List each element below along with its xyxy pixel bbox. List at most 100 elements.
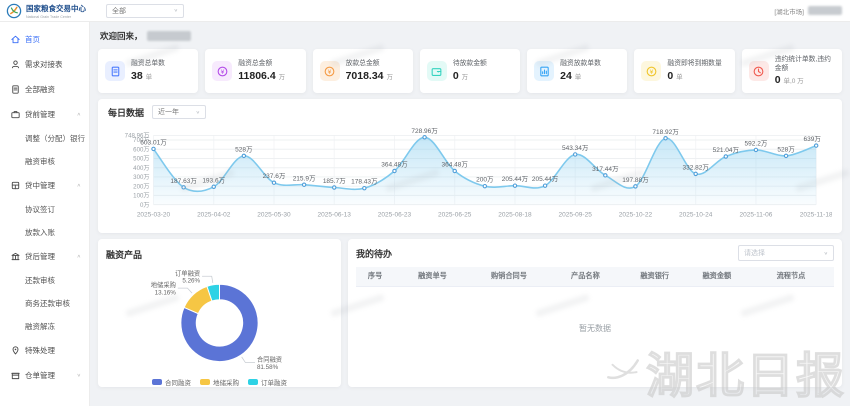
svg-text:178.43万: 178.43万 xyxy=(351,178,378,186)
svg-text:639万: 639万 xyxy=(804,135,822,143)
svg-text:592.2万: 592.2万 xyxy=(745,139,768,147)
sidebar-item-label: 首页 xyxy=(25,35,40,44)
bank-icon xyxy=(11,252,20,261)
svg-text:2025-05-30: 2025-05-30 xyxy=(257,212,291,219)
stat-value: 0 xyxy=(452,69,459,82)
redacted-username[interactable] xyxy=(808,6,842,15)
main-content: 欢迎回来， 融资总单数 38 单 ¥ 融资总金额 11806.4 万 ¥ 放款总金额 7018… xyxy=(90,22,850,406)
sidebar-item-5[interactable]: 融资审核 xyxy=(0,150,89,173)
grain-logo-icon xyxy=(6,3,22,18)
stat-unit: 万 xyxy=(386,73,393,81)
stat-label: 融资总金额 xyxy=(238,60,273,68)
todo-card: 我的待办 请选择 ∨ 序号 融资单号 购销合同号 产品名称 融资银行 融资金额 流程节点 暂… xyxy=(348,239,842,387)
document-icon xyxy=(111,66,119,76)
sidebar-item-label: 商务还款审核 xyxy=(25,299,70,308)
svg-text:2025-06-25: 2025-06-25 xyxy=(438,212,472,219)
sidebar-item-label: 贷前管理 xyxy=(25,110,55,119)
legend-item-0[interactable]: 合同融资 xyxy=(152,377,191,387)
sidebar-item-label: 还款审核 xyxy=(25,276,55,285)
svg-text:2025-11-18: 2025-11-18 xyxy=(800,212,832,219)
sidebar-item-label: 贷中管理 xyxy=(25,181,55,190)
svg-text:718.92万: 718.92万 xyxy=(652,128,679,136)
sidebar-item-2[interactable]: 全部融资 xyxy=(0,77,89,102)
stat-unit: 单,0 万 xyxy=(783,77,804,85)
sidebar-item-13[interactable]: 特殊处理 xyxy=(0,338,89,363)
svg-text:317.44万: 317.44万 xyxy=(592,165,619,173)
scope-select[interactable]: 全部 ∨ xyxy=(106,3,184,18)
welcome-row: 欢迎回来， xyxy=(100,30,850,42)
stat-label: 融资即将到期数量 xyxy=(667,60,722,68)
sidebar-item-1[interactable]: 需求对接表 xyxy=(0,52,89,77)
sidebar-item-label: 贷后管理 xyxy=(25,252,55,261)
document-icon xyxy=(12,85,19,94)
sidebar-item-12[interactable]: 融资解冻 xyxy=(0,315,89,338)
svg-text:200万: 200万 xyxy=(476,176,494,184)
stat-value: 0 xyxy=(774,73,781,86)
stat-unit: 单 xyxy=(574,73,582,81)
sidebar-item-9[interactable]: 贷后管理 ∧ xyxy=(0,244,89,269)
chart-icon xyxy=(539,66,549,76)
legend-item-2[interactable]: 订单融资 xyxy=(248,377,287,387)
svg-text:2025-09-25: 2025-09-25 xyxy=(559,212,593,219)
legend-label: 地储采购 xyxy=(213,380,239,387)
sidebar-item-label: 仓单管理 xyxy=(25,371,55,380)
stats-row: 融资总单数 38 单 ¥ 融资总金额 11806.4 万 ¥ 放款总金额 7018.34 万待… xyxy=(98,49,842,93)
sidebar-item-14[interactable]: 仓单管理 ∨ xyxy=(0,363,89,388)
user-icon xyxy=(11,60,20,69)
sidebar-item-11[interactable]: 商务还款审核 xyxy=(0,292,89,315)
todo-col-1: 融资单号 xyxy=(394,267,471,287)
redacted-username xyxy=(146,31,191,41)
svg-text:332.82万: 332.82万 xyxy=(682,163,709,171)
sidebar-item-6[interactable]: 贷中管理 ∧ xyxy=(0,173,89,198)
svg-text:215.9万: 215.9万 xyxy=(293,174,316,182)
chevron-up-icon: ∧ xyxy=(76,183,81,189)
svg-text:81.58%: 81.58% xyxy=(257,364,279,371)
chevron-down-icon: ∨ xyxy=(173,8,178,13)
svg-text:¥: ¥ xyxy=(650,69,654,75)
svg-text:2025-03-20: 2025-03-20 xyxy=(137,212,171,219)
svg-text:603.01万: 603.01万 xyxy=(140,138,167,146)
svg-text:748.96万: 748.96万 xyxy=(125,133,150,140)
svg-text:185.7万: 185.7万 xyxy=(323,177,346,185)
legend-label: 合同融资 xyxy=(165,380,191,387)
svg-text:0万: 0万 xyxy=(140,202,150,209)
svg-text:2025-10-22: 2025-10-22 xyxy=(619,212,653,219)
svg-text:600万: 600万 xyxy=(133,146,149,153)
svg-text:¥: ¥ xyxy=(328,69,332,75)
todo-col-4: 融资银行 xyxy=(623,267,686,287)
stat-value: 11806.4 xyxy=(238,69,276,82)
sidebar-item-label: 协议签订 xyxy=(25,205,55,214)
daily-line-chart[interactable]: 2025-03-20 2025-04-02 2025-05-30 2025-06-13… xyxy=(108,119,832,231)
todo-table: 序号 融资单号 购销合同号 产品名称 融资银行 融资金额 流程节点 xyxy=(356,267,834,287)
stat-value: 0 xyxy=(667,69,674,82)
stat-card-4: 融资放款单数 24 单 xyxy=(527,49,628,93)
sidebar-item-3[interactable]: 贷前管理 ∧ xyxy=(0,102,89,127)
stat-card-2: ¥ 放款总金额 7018.34 万 xyxy=(312,49,413,93)
todo-filter-select[interactable]: 请选择 ∨ xyxy=(738,245,834,261)
money-icon: ¥ xyxy=(217,66,228,76)
pin-icon xyxy=(12,346,19,355)
sidebar-item-8[interactable]: 放款入账 xyxy=(0,221,89,244)
sidebar-item-7[interactable]: 协议签订 xyxy=(0,198,89,221)
stat-card-3: 待放款金额 0 万 xyxy=(419,49,521,93)
app-logo: 国家粮食交易中心 National Grain Trade Center xyxy=(0,3,96,19)
svg-text:521.04万: 521.04万 xyxy=(713,146,740,154)
stat-label: 融资放款单数 xyxy=(560,60,601,68)
legend-item-1[interactable]: 地储采购 xyxy=(200,377,239,387)
sidebar-item-0[interactable]: 首页 xyxy=(0,27,89,52)
stat-unit: 单 xyxy=(145,73,153,81)
stat-card-0: 融资总单数 38 单 xyxy=(98,49,199,93)
daily-data-card: 每日数据 近一年 ∨ 2025-03-20 2025-04-02 2025-05-3… xyxy=(98,99,842,233)
layers-icon xyxy=(11,181,20,190)
stat-unit: 万 xyxy=(278,73,286,81)
empty-state: 暂无数据 xyxy=(579,324,611,333)
date-range-select[interactable]: 近一年 ∨ xyxy=(152,105,207,119)
logo-subtitle: National Grain Trade Center xyxy=(26,13,72,19)
sidebar-item-label: 融资审核 xyxy=(25,157,55,166)
svg-text:187.63万: 187.63万 xyxy=(170,177,197,185)
briefcase-icon xyxy=(11,111,20,119)
sidebar-item-4[interactable]: 调整（分配）银行 xyxy=(0,127,89,150)
sidebar-item-10[interactable]: 还款审核 xyxy=(0,269,89,292)
svg-text:2025-06-23: 2025-06-23 xyxy=(378,212,412,219)
